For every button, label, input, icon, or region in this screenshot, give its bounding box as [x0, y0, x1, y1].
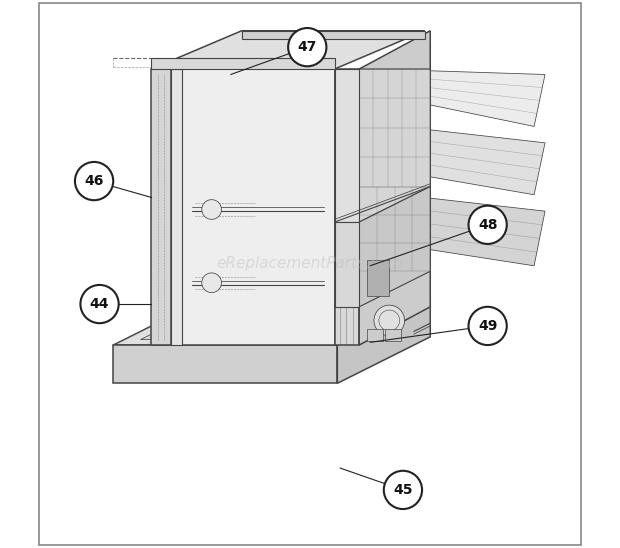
- Polygon shape: [151, 58, 335, 69]
- Polygon shape: [376, 192, 545, 266]
- Polygon shape: [335, 69, 359, 345]
- Polygon shape: [359, 69, 430, 222]
- Text: 45: 45: [393, 483, 413, 497]
- Circle shape: [374, 305, 405, 336]
- Circle shape: [75, 162, 113, 200]
- Text: 48: 48: [478, 218, 497, 232]
- FancyBboxPatch shape: [368, 329, 383, 341]
- Polygon shape: [359, 186, 430, 307]
- Circle shape: [202, 273, 221, 293]
- Polygon shape: [376, 124, 545, 195]
- Polygon shape: [182, 69, 335, 345]
- Circle shape: [469, 307, 507, 345]
- Circle shape: [81, 285, 118, 323]
- Polygon shape: [376, 69, 545, 127]
- Polygon shape: [359, 31, 430, 345]
- Polygon shape: [151, 300, 386, 337]
- Polygon shape: [170, 69, 182, 345]
- Circle shape: [288, 28, 326, 66]
- Text: 49: 49: [478, 319, 497, 333]
- Polygon shape: [113, 345, 337, 383]
- Text: 46: 46: [84, 174, 104, 188]
- Circle shape: [384, 471, 422, 509]
- Text: eReplacementParts.com: eReplacementParts.com: [216, 255, 404, 271]
- Polygon shape: [151, 69, 171, 345]
- Polygon shape: [335, 69, 359, 222]
- Text: 47: 47: [298, 40, 317, 54]
- Circle shape: [469, 206, 507, 244]
- Polygon shape: [113, 299, 430, 345]
- Polygon shape: [242, 31, 425, 39]
- FancyBboxPatch shape: [386, 329, 401, 341]
- Text: 44: 44: [90, 297, 109, 311]
- Polygon shape: [151, 31, 425, 69]
- Polygon shape: [337, 299, 430, 383]
- Circle shape: [202, 199, 221, 219]
- Polygon shape: [141, 299, 403, 340]
- Polygon shape: [335, 222, 359, 307]
- Polygon shape: [368, 260, 389, 296]
